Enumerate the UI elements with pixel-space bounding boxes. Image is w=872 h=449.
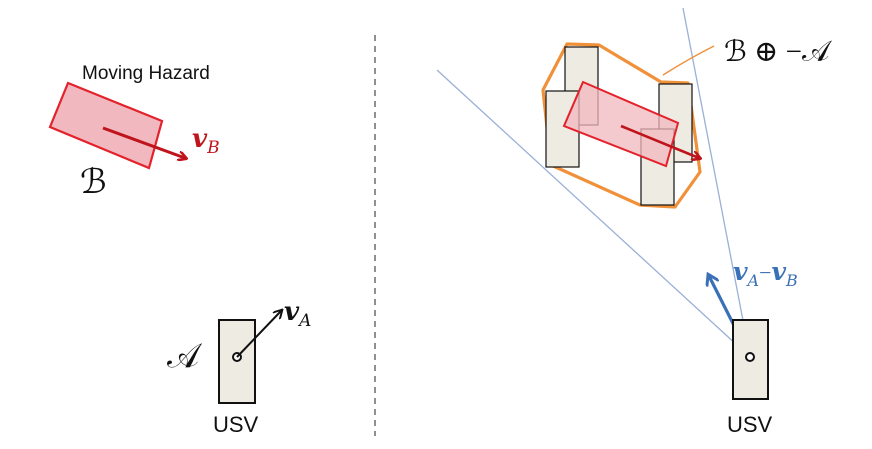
hazard-velocity-arrow <box>102 126 185 158</box>
velocity-subscript: A <box>746 271 760 290</box>
velocity-subscript: B <box>785 271 798 290</box>
minus-sign: − <box>759 260 771 285</box>
cone-line-right <box>682 7 751 358</box>
usv-caption-right: USV <box>727 412 773 437</box>
velocity-vector-symbol: v <box>284 297 300 327</box>
hazard-rect-expanded <box>562 80 680 168</box>
right-panel: ℬ ⊕ −𝒜 vA−vB USV <box>436 7 833 437</box>
hazard-velocity-label: vB <box>192 124 220 158</box>
hazard-caption: Moving Hazard <box>82 63 210 84</box>
velocity-vector-symbol: v <box>192 124 208 154</box>
hazard-rect <box>48 81 164 170</box>
velocity-subscript: B <box>206 138 220 158</box>
minkowski-sum-label: ℬ ⊕ −𝒜 <box>724 36 833 68</box>
relative-velocity-label: vA−vB <box>733 257 798 290</box>
usv-velocity-arrow <box>236 311 281 358</box>
hazard-symbol: ℬ <box>80 164 107 201</box>
velocity-vector-symbol: v <box>733 257 748 286</box>
velocity-vector-symbol: v <box>772 257 787 286</box>
usv-velocity-label: vA <box>284 297 311 331</box>
usv-caption-left: USV <box>213 412 259 437</box>
usv-symbol: 𝒜 <box>167 338 203 375</box>
cone-line-left <box>436 69 751 358</box>
velocity-subscript: A <box>297 311 311 331</box>
usv-reference-point-right <box>745 352 755 362</box>
minkowski-label-leader <box>662 45 715 76</box>
left-panel: Moving Hazard vB ℬ vA 𝒜 USV <box>48 63 311 437</box>
hazard-velocity-arrow-expanded <box>620 124 699 158</box>
